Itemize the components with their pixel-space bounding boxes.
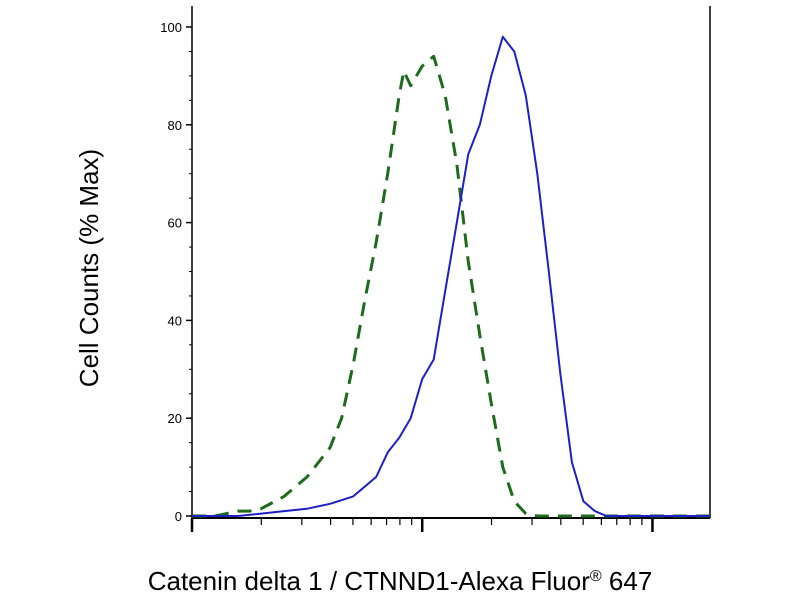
y-tick-label-100: 100 — [160, 20, 182, 35]
y-tick-label-20: 20 — [168, 411, 182, 426]
y-tick-label-60: 60 — [168, 216, 182, 231]
y-axis-ticks: 0 20 40 60 80 100 — [160, 20, 192, 524]
y-tick-label-0: 0 — [175, 509, 182, 524]
series-layer — [192, 35, 710, 518]
x-axis-title-suffix: 647 — [602, 566, 653, 596]
x-axis-ticks — [190, 518, 654, 532]
axes-frame — [191, 6, 711, 519]
y-axis-title: Cell Counts (% Max) — [74, 149, 104, 387]
y-tick-label-40: 40 — [168, 313, 182, 328]
x-axis-title-main: Catenin delta 1 / CTNND1-Alexa Fluor — [148, 566, 591, 596]
series-line-dashed — [192, 54, 710, 518]
x-axis-title: Catenin delta 1 / CTNND1-Alexa Fluor® 64… — [148, 566, 653, 596]
y-tick-label-80: 80 — [168, 118, 182, 133]
x-axis-title-registered-mark: ® — [590, 568, 602, 585]
series-line-solid — [192, 35, 710, 517]
